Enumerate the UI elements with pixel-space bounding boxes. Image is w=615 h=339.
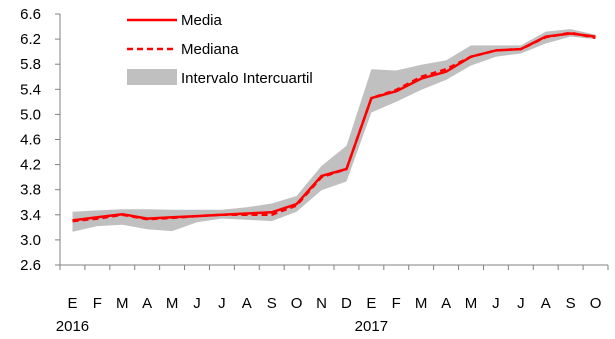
interquartile-band-layer <box>72 29 596 232</box>
x-tick-label: M <box>415 295 428 312</box>
series-line-media <box>72 32 596 222</box>
y-tick-label: 3.4 <box>20 207 41 224</box>
legend-media-label: Media <box>181 12 223 29</box>
x-tick-label: S <box>566 295 576 312</box>
x-tick-label: F <box>93 295 102 312</box>
y-tick-label: 4.2 <box>20 157 41 174</box>
x-tick-label: M <box>116 295 129 312</box>
x-tick-label: N <box>316 295 327 312</box>
y-tick-label: 5.8 <box>20 56 41 73</box>
x-tick-label: O <box>590 295 602 312</box>
x-tick-label: D <box>341 295 352 312</box>
y-tick-label: 5.4 <box>20 81 41 98</box>
year-label: 2016 <box>56 318 89 335</box>
x-tick-label: E <box>366 295 376 312</box>
y-tick-label: 6.6 <box>20 6 41 23</box>
legend-mediana-label: Mediana <box>181 41 239 58</box>
x-tick-label: J <box>193 295 201 312</box>
x-tick-label: A <box>242 295 252 312</box>
x-tick-label: J <box>517 295 525 312</box>
axis-layer: 2.63.03.43.84.24.65.05.45.86.26.6E F M A M J J… <box>20 6 609 335</box>
legend: Media Mediana Intervalo Intercuartil <box>127 12 313 87</box>
year-label: 2017 <box>355 318 388 335</box>
series-line-mediana <box>72 31 596 223</box>
legend-iqr-label: Intervalo Intercuartil <box>181 70 313 87</box>
y-tick-label: 3.8 <box>20 182 41 199</box>
x-tick-label: O <box>291 295 303 312</box>
x-tick-label: S <box>267 295 277 312</box>
x-tick-label: A <box>541 295 551 312</box>
legend-iqr-swatch <box>127 69 177 85</box>
x-tick-label: M <box>166 295 179 312</box>
x-tick-label: J <box>492 295 500 312</box>
y-tick-label: 6.2 <box>20 31 41 48</box>
y-tick-label: 2.6 <box>20 257 41 274</box>
x-tick-label: A <box>142 295 152 312</box>
x-tick-label: M <box>465 295 478 312</box>
x-tick-label: J <box>218 295 226 312</box>
y-tick-label: 4.6 <box>20 132 41 149</box>
y-tick-label: 3.0 <box>20 232 41 249</box>
interquartile-band <box>72 29 596 232</box>
x-tick-label: E <box>67 295 77 312</box>
x-tick-label: A <box>441 295 451 312</box>
y-tick-label: 5.0 <box>20 106 41 123</box>
series-layer <box>72 31 596 223</box>
x-tick-label: F <box>392 295 401 312</box>
